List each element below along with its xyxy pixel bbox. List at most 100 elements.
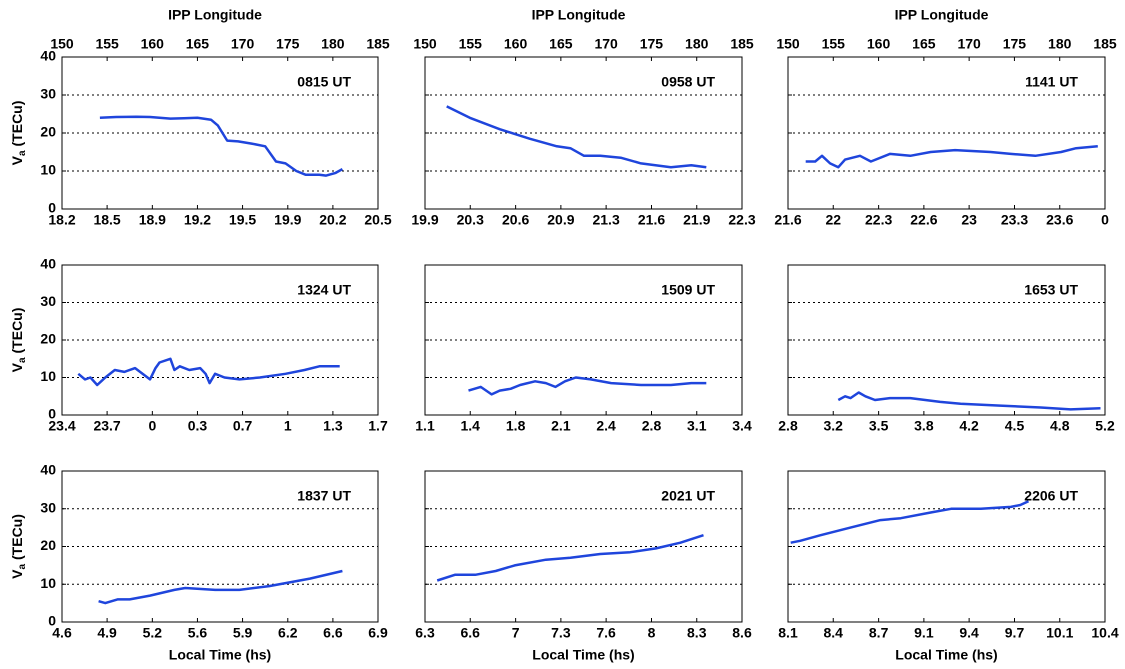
x-tick-label: 18.5 [93,212,120,228]
panel-annotation: 2021 UT [661,488,715,504]
panel-annotation: 0815 UT [297,74,351,90]
x2-axis-title: IPP Longitude [168,7,262,23]
x2-tick-label: 185 [730,36,754,52]
x-tick-label: 19.9 [411,212,438,228]
x-tick-label: 6.6 [461,625,481,641]
x-tick-label: 6.2 [278,625,298,641]
x-tick-label: 2.8 [642,418,662,434]
x-tick-label: 3.8 [914,418,934,434]
x-tick-label: 3.1 [687,418,707,434]
x-tick-label: 7.6 [596,625,616,641]
x-tick-label: 1.1 [415,418,435,434]
y-axis-title-unit: (TECu) [9,514,25,560]
x-axis-title: Local Time (hs) [169,647,271,663]
x-tick-label: 22.3 [728,212,755,228]
x2-tick-label: 180 [1048,36,1072,52]
x-tick-label: 8 [648,625,656,641]
x-tick-label: 4.2 [959,418,979,434]
x-tick-label: 5.2 [143,625,163,641]
x-axis-title: Local Time (hs) [532,647,634,663]
x2-tick-label: 155 [95,36,119,52]
y-axis-title: Va (TECu) [9,101,28,166]
y-tick-label: 40 [40,48,56,64]
x-tick-label: 20.2 [319,212,346,228]
plot-frame [787,470,1106,623]
data-line [468,376,707,396]
x2-tick-label: 170 [594,36,618,52]
x-tick-label: 2.1 [551,418,571,434]
y-tick-label: 30 [40,86,56,102]
x-tick-label: 10.4 [1091,625,1118,641]
panel: 0 10 20 30 40 4.6 4.9 5.2 5.6 5.9 6.2 6.6 6.9 1837 UT… [9,462,388,663]
x2-tick-label: 160 [867,36,891,52]
x2-tick-label: 150 [776,36,800,52]
plot-frame [61,470,379,623]
panel: 0 10 20 30 40 23.4 23.7 0 0.3 0.7 1 1.3 1.7 1324 UT Va… [9,256,388,434]
y-axis-title-unit: (TECu) [9,308,25,354]
x-tick-label: 8.6 [732,625,752,641]
x-tick-label: 20.3 [457,212,484,228]
x-tick-label: 21.3 [592,212,619,228]
x-tick-label: 2.8 [778,418,798,434]
x2-tick-label: 165 [186,36,210,52]
x-tick-label: 8.3 [687,625,707,641]
x-tick-label: 22 [825,212,841,228]
y-tick-label: 40 [40,462,56,478]
x2-tick-label: 155 [459,36,483,52]
panel-annotation: 1141 UT [1025,74,1078,90]
data-line [837,391,1101,411]
plot-frame [424,470,743,623]
x-tick-label: 6.6 [323,625,343,641]
data-line [790,500,1030,544]
plot-frame [787,56,1106,210]
x2-tick-label: 170 [231,36,255,52]
x-tick-label: 10.1 [1046,625,1073,641]
x2-tick-label: 180 [321,36,345,52]
x-tick-label: 18.2 [48,212,75,228]
x2-tick-label: 175 [640,36,664,52]
x-tick-label: 19.9 [274,212,301,228]
x-tick-label: 1.3 [323,418,343,434]
y-axis-title-main: V [9,362,25,372]
x-tick-label: 18.9 [139,212,166,228]
panel: 8.1 8.4 8.7 9.1 9.4 9.7 10.1 10.4 2206 UT Local T… [778,470,1119,663]
x2-tick-label: 185 [366,36,390,52]
y-tick-label: 30 [40,499,56,515]
plot-frame [424,264,743,416]
y-tick-label: 10 [40,162,56,178]
x-tick-label: 1.4 [461,418,481,434]
data-line [446,105,707,169]
data-line [805,145,1098,169]
panel: 0 10 20 30 40 18.2 18.5 18.9 19.2 19.5 19.9 20.2 20.… [9,7,392,228]
y-tick-label: 20 [40,537,56,553]
x-tick-label: 20.9 [547,212,574,228]
x2-axis-title: IPP Longitude [532,7,626,23]
y-tick-label: 0 [48,200,56,216]
x-tick-label: 7.3 [551,625,571,641]
x-tick-label: 3.4 [732,418,752,434]
x2-tick-label: 185 [1093,36,1117,52]
y-tick-label: 20 [40,331,56,347]
x-tick-label: 21.9 [683,212,710,228]
plot-frame [61,56,379,210]
y-tick-label: 0 [48,613,56,629]
y-axis-title: Va (TECu) [9,514,28,579]
x2-tick-label: 150 [413,36,437,52]
x-tick-label: 23.3 [1001,212,1028,228]
y-axis-title-sub: a [17,357,28,363]
x2-tick-label: 175 [276,36,300,52]
x-tick-label: 23 [961,212,977,228]
x-tick-label: 7 [512,625,520,641]
data-line [98,569,343,605]
panel-annotation: 1509 UT [661,282,715,298]
y-axis-title: Va (TECu) [9,308,28,373]
y-tick-label: 0 [48,406,56,422]
x-tick-label: 23.6 [1046,212,1073,228]
plot-frame [61,264,379,416]
x-tick-label: 0.7 [233,418,253,434]
x2-axis-title: IPP Longitude [895,7,989,23]
x-tick-label: 8.7 [869,625,889,641]
panel: 6.3 6.6 7 7.3 7.6 8 8.3 8.6 2021 UT Local Time (h… [415,470,752,663]
x-tick-label: 1.8 [506,418,526,434]
x-tick-label: 4.6 [52,625,72,641]
